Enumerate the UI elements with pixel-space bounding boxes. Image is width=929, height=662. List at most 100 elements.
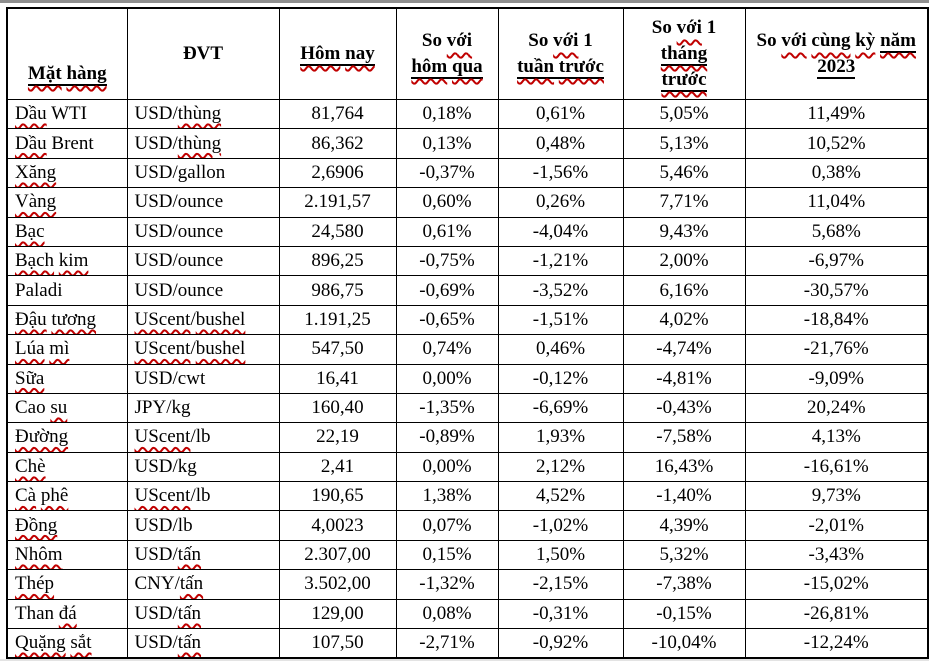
- value-text: -6,97%: [808, 250, 864, 272]
- commodity-name: Đậu tương: [15, 309, 96, 330]
- value-text: 2,00%: [659, 250, 709, 272]
- cell-vs_2023: 0,38%: [744, 157, 929, 189]
- cell-name: Dầu WTI: [6, 98, 128, 130]
- spellcheck-squiggle: Dầu: [15, 132, 47, 154]
- commodity-name: Đồng: [15, 515, 57, 536]
- value-text: -1,56%: [532, 161, 589, 183]
- cell-today: 16,41: [278, 363, 397, 394]
- cell-vs_2023: 9,73%: [744, 481, 929, 512]
- value-text: 4,39%: [659, 514, 709, 536]
- spellcheck-squiggle: Hôm: [300, 43, 341, 64]
- commodity-name: Vàng: [15, 191, 56, 212]
- cell-vs_2023: 20,24%: [744, 392, 929, 424]
- cell-vs_yesterday: 0,18%: [395, 98, 499, 130]
- cell-vs_yesterday: 0,61%: [395, 216, 499, 247]
- cell-unit: USD/ounce: [126, 216, 280, 247]
- spellcheck-squiggle: Nhôm: [15, 544, 63, 566]
- value-text: 0,38%: [811, 161, 861, 183]
- cell-vs_2023: -26,81%: [744, 598, 929, 630]
- cell-vs_week: -0,12%: [497, 363, 624, 394]
- value-text: 0,61%: [422, 220, 472, 242]
- cell-vs_yesterday: -2,71%: [395, 628, 499, 659]
- cell-unit: UScent/bushel: [126, 304, 280, 336]
- cell-vs_yesterday: 0,00%: [395, 451, 499, 483]
- header-label-underlined: tháng trước: [660, 43, 708, 92]
- cell-vs_2023: -21,76%: [744, 334, 929, 365]
- value-text: 16,41: [316, 367, 359, 389]
- cell-vs_month: 9,43%: [622, 216, 746, 247]
- cell-vs_week: 2,12%: [497, 451, 624, 483]
- cell-vs_2023: -16,61%: [744, 451, 929, 483]
- commodity-name: Lúa mì: [15, 338, 69, 359]
- cell-today: 24,580: [278, 216, 397, 247]
- cell-vs_yesterday: -1,32%: [395, 569, 499, 600]
- spellcheck-squiggle: hàng: [66, 63, 107, 84]
- cell-today: 4,0023: [278, 510, 397, 541]
- cell-name: Bạc: [6, 216, 128, 247]
- header-label-plain: ĐVT: [182, 43, 224, 64]
- commodity-name: Dầu Brent: [15, 132, 94, 154]
- value-text: 5,05%: [659, 103, 709, 125]
- header-label-underlined: hôm qua: [411, 56, 483, 79]
- value-text: 1,38%: [422, 485, 472, 507]
- cell-vs_2023: 5,68%: [744, 216, 929, 247]
- table-row: Quặng sắt USD/tấn 107,50 -2,71% -0,92% -10,04…: [6, 628, 929, 659]
- value-text: 4,52%: [535, 485, 586, 507]
- cell-vs_month: -7,38%: [622, 569, 746, 600]
- cell-today: 896,25: [278, 245, 397, 277]
- spellcheck-squiggle: Quặng: [15, 632, 66, 654]
- value-text: -9,09%: [808, 367, 864, 389]
- value-text: 11,04%: [807, 191, 866, 213]
- spellcheck-squiggle: Bạch: [15, 250, 55, 272]
- cell-vs_month: 2,00%: [622, 245, 746, 277]
- spellcheck-squiggle: với: [781, 30, 807, 51]
- value-text: -15,02%: [803, 573, 869, 595]
- spellcheck-squiggle: với: [446, 30, 473, 51]
- cell-unit: USD/gallon: [126, 157, 280, 189]
- table-row: Thép CNY/tấn 3.502,00 -1,32% -2,15% -7,38% -15…: [6, 569, 929, 600]
- unit-text: USD/thùng: [134, 132, 222, 154]
- cell-vs_yesterday: 0,74%: [395, 334, 499, 365]
- value-text: 0,07%: [422, 514, 472, 536]
- column-header-vs_month: So với 1 tháng trước: [622, 7, 746, 100]
- cell-today: 160,40: [278, 392, 397, 424]
- spellcheck-squiggle: UScent: [134, 338, 191, 360]
- unit-text: JPY/kg: [134, 397, 191, 419]
- value-text: -0,65%: [419, 308, 475, 330]
- cell-unit: UScent/lb: [126, 422, 280, 453]
- value-text: 2,6906: [311, 161, 364, 183]
- commodity-price-table: Mặt hàng ĐVT Hôm nay So với hôm qua So với 1…: [6, 7, 929, 660]
- value-text: -2,01%: [808, 514, 864, 536]
- value-text: 0,74%: [422, 338, 472, 360]
- value-text: 190,65: [311, 485, 364, 507]
- cell-vs_week: -0,92%: [497, 628, 624, 659]
- value-text: 2.191,57: [304, 191, 371, 213]
- table-row: Đường UScent/lb 22,19 -0,89% 1,93% -7,58% 4,13…: [6, 422, 929, 453]
- value-text: 2.307,00: [304, 544, 371, 566]
- value-text: 5,68%: [811, 220, 861, 242]
- spellcheck-squiggle: sắt: [70, 632, 92, 654]
- value-text: -16,61%: [803, 455, 869, 477]
- commodity-name: Dầu WTI: [15, 103, 87, 125]
- value-text: 0,00%: [422, 367, 472, 389]
- value-text: -3,43%: [808, 544, 864, 566]
- value-text: 86,362: [311, 132, 364, 154]
- commodity-name: Bạc: [15, 221, 45, 242]
- cell-vs_week: 0,26%: [497, 187, 624, 218]
- cell-vs_week: -1,56%: [497, 157, 624, 189]
- cell-vs_yesterday: 0,07%: [395, 510, 499, 541]
- cell-unit: USD/thùng: [126, 98, 280, 130]
- value-text: 896,25: [311, 250, 364, 272]
- value-text: -1,32%: [419, 573, 475, 595]
- value-text: 160,40: [311, 397, 364, 419]
- cell-name: Vàng: [6, 187, 128, 218]
- value-text: 4,02%: [659, 308, 709, 330]
- value-text: -0,15%: [656, 602, 712, 624]
- cell-vs_2023: -15,02%: [744, 569, 929, 600]
- spellcheck-squiggle: trước: [558, 56, 604, 77]
- spellcheck-squiggle: Đường: [15, 426, 69, 448]
- unit-text: USD/tấn: [134, 632, 202, 654]
- spellcheck-squiggle: Dầu: [15, 103, 47, 125]
- cell-vs_2023: -9,09%: [744, 363, 929, 394]
- unit-text: USD/tấn: [134, 602, 202, 624]
